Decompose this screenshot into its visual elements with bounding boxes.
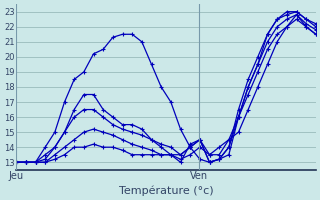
X-axis label: Température (°c): Température (°c) xyxy=(119,185,213,196)
